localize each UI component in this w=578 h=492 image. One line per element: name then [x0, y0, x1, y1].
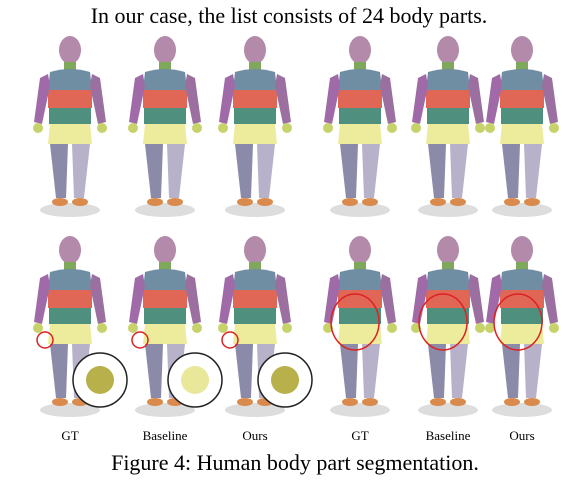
row-2-images	[33, 236, 559, 417]
body-render	[323, 236, 397, 417]
column-label: Ours	[242, 428, 267, 443]
highlight-circle	[330, 293, 380, 351]
column-label: Baseline	[426, 428, 471, 443]
body-render	[218, 36, 292, 217]
highlight-circle	[493, 293, 543, 351]
body-render	[411, 236, 485, 417]
body-render	[485, 236, 559, 417]
body-render	[411, 36, 485, 217]
body-render	[485, 36, 559, 217]
body-render	[128, 36, 202, 217]
zoom-detail	[271, 366, 299, 394]
highlight-circle	[131, 331, 149, 349]
zoom-detail	[86, 366, 114, 394]
caption: Figure 4: Human body part segmentation.	[111, 450, 479, 475]
intro-text: In our case, the list consists of 24 bod…	[91, 3, 488, 28]
body-render	[323, 36, 397, 217]
column-label: Ours	[509, 428, 534, 443]
highlight-circle	[418, 293, 468, 351]
column-label: GT	[61, 428, 78, 443]
column-label: GT	[351, 428, 368, 443]
highlight-circle	[36, 331, 54, 349]
row-1-images	[33, 36, 559, 217]
highlight-circle	[221, 331, 239, 349]
column-label: Baseline	[143, 428, 188, 443]
body-render	[33, 36, 107, 217]
zoom-detail	[181, 366, 209, 394]
